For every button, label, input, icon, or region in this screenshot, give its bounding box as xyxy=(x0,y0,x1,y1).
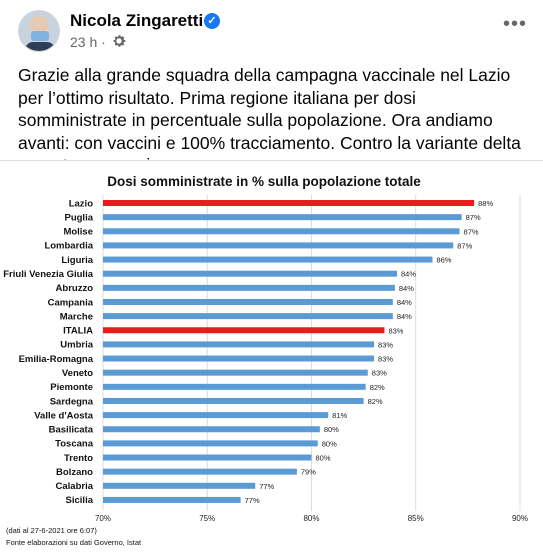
data-label: 80% xyxy=(316,454,331,463)
bar-campania xyxy=(103,298,393,305)
category-label: Emilia-Romagna xyxy=(19,354,94,365)
data-label: 80% xyxy=(322,439,337,448)
category-label: Liguria xyxy=(61,255,93,266)
bar-sicilia xyxy=(103,496,241,503)
data-label: 87% xyxy=(466,213,481,222)
category-label: Molise xyxy=(63,227,93,238)
avatar-shirt-shape xyxy=(25,42,55,51)
bar-puglia xyxy=(103,214,462,221)
category-label: Puglia xyxy=(64,212,93,223)
data-label: 88% xyxy=(478,199,493,208)
category-label: Veneto xyxy=(62,368,93,379)
verified-badge-icon: ✓ xyxy=(204,13,220,29)
bar-sardegna xyxy=(103,397,364,404)
data-label: 83% xyxy=(378,340,393,349)
bar-bolzano xyxy=(103,468,297,475)
x-tick-label: 70% xyxy=(95,514,111,523)
category-label: Calabria xyxy=(56,481,94,492)
chart-image[interactable]: Dosi somministrate in % sulla popolazion… xyxy=(0,161,543,553)
category-label: Piemonte xyxy=(50,382,93,393)
category-label: Bolzano xyxy=(56,467,93,478)
bar-umbria xyxy=(103,341,375,348)
data-label: 83% xyxy=(388,326,403,335)
more-options-icon[interactable]: ••• xyxy=(502,13,527,35)
bar-trento xyxy=(103,454,312,461)
avatar[interactable] xyxy=(18,10,60,52)
category-label: Abruzzo xyxy=(56,283,94,294)
category-label: Lombardia xyxy=(44,241,93,252)
data-label: 83% xyxy=(378,355,393,364)
data-label: 87% xyxy=(457,241,472,250)
data-label: 77% xyxy=(245,496,260,505)
category-label: Campania xyxy=(48,297,94,308)
bar-calabria xyxy=(103,482,256,489)
avatar-mask-shape xyxy=(31,31,49,41)
bar-italia xyxy=(103,327,385,334)
bar-toscana xyxy=(103,440,318,447)
data-label: 84% xyxy=(397,298,412,307)
category-label: ITALIA xyxy=(63,326,93,337)
x-tick-label: 75% xyxy=(199,514,215,523)
divider xyxy=(0,160,543,161)
chart-note-source: Fonte elaborazioni su dati Governo, Ista… xyxy=(6,538,142,547)
bar-lazio xyxy=(103,200,475,206)
chart-title: Dosi somministrate in % sulla popolazion… xyxy=(107,174,421,189)
chart-tick-labels: 70% 75% 80% 85% 90% xyxy=(95,514,528,523)
category-label: Sardegna xyxy=(50,396,94,407)
chart-note-date: (dati al 27-6-2021 ore 6:07) xyxy=(6,526,97,535)
post-header: Nicola Zingaretti ✓ 23 h · ••• xyxy=(0,0,543,60)
bar-emilia-romagna xyxy=(103,355,375,362)
bar-lombardia xyxy=(103,242,454,249)
x-tick-label: 90% xyxy=(512,514,528,523)
bar-piemonte xyxy=(103,383,366,390)
category-label: Marche xyxy=(60,311,93,322)
data-label: 87% xyxy=(464,227,479,236)
data-label: 79% xyxy=(301,468,316,477)
category-label: Umbria xyxy=(60,340,93,351)
category-label: Valle d'Aosta xyxy=(34,410,93,421)
category-label: Toscana xyxy=(55,439,94,450)
bar-friuli-venezia-giulia xyxy=(103,270,397,277)
x-tick-label: 85% xyxy=(408,514,424,523)
category-label: Basilicata xyxy=(49,425,94,436)
bar-valle-d-aosta xyxy=(103,412,329,419)
bar-marche xyxy=(103,313,393,320)
data-label: 83% xyxy=(372,369,387,378)
category-label: Sicilia xyxy=(66,495,94,506)
chart-category-labels: Lazio Puglia Molise Lombardia Liguria Friuli … xyxy=(3,198,93,506)
category-label: Trento xyxy=(64,453,93,464)
gear-icon[interactable] xyxy=(111,33,127,49)
data-label: 80% xyxy=(324,425,339,434)
data-label: 82% xyxy=(368,397,383,406)
data-label: 81% xyxy=(332,411,347,420)
meta-separator: · xyxy=(101,34,106,50)
category-label: Friuli Venezia Giulia xyxy=(3,269,93,280)
data-label: 77% xyxy=(259,482,274,491)
bar-veneto xyxy=(103,369,368,376)
chart-bars xyxy=(103,200,475,503)
post-time[interactable]: 23 h xyxy=(70,34,98,50)
category-label: Lazio xyxy=(69,198,93,209)
data-label: 84% xyxy=(399,284,414,293)
data-label: 84% xyxy=(397,312,412,321)
data-label: 86% xyxy=(436,256,451,265)
bar-molise xyxy=(103,228,460,235)
data-label: 82% xyxy=(370,383,385,392)
data-label: 84% xyxy=(401,270,416,279)
bar-liguria xyxy=(103,256,433,263)
author-name[interactable]: Nicola Zingaretti xyxy=(70,11,204,30)
x-tick-label: 80% xyxy=(303,514,319,523)
bar-basilicata xyxy=(103,426,320,433)
chart-value-labels: 88% 87% 87% 87% 86% 84% 84% 84% 84% 83% 83% 83% 83% 8… xyxy=(245,199,494,505)
bar-abruzzo xyxy=(103,284,395,291)
bar-chart: Dosi somministrate in % sulla popolazion… xyxy=(3,174,528,547)
post-text: Grazie alla grande squadra della campagn… xyxy=(18,65,521,175)
post-meta: 23 h · xyxy=(70,34,106,50)
